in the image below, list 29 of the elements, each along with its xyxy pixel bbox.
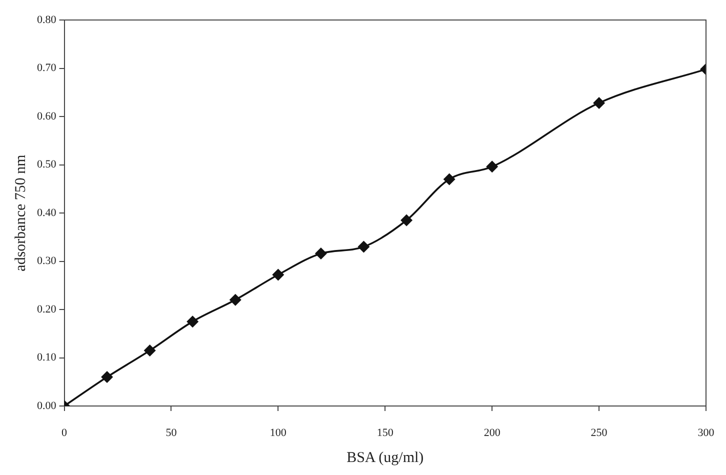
- point: [593, 96, 606, 109]
- point: [186, 316, 199, 328]
- y-tick-label: 0.20: [37, 303, 57, 316]
- point: [272, 268, 284, 281]
- point: [101, 371, 114, 384]
- x-tick-label: 150: [376, 426, 394, 439]
- y-tick-label: 0.00: [37, 400, 57, 412]
- x-tick-label: 200: [484, 426, 501, 439]
- point: [486, 160, 498, 173]
- x-tick-label: 50: [166, 426, 178, 439]
- point: [443, 173, 456, 186]
- y-tick-label: 0.70: [37, 62, 57, 74]
- y-tick-label: 0.80: [37, 14, 57, 26]
- x-tick-label: 0: [62, 426, 68, 439]
- x-tick-label: 250: [590, 426, 608, 439]
- y-axis-title: adsorbance 750 nm: [12, 154, 29, 272]
- y-tick-label: 0.30: [37, 255, 57, 268]
- point: [229, 294, 242, 306]
- x-tick-label: 100: [270, 426, 287, 439]
- y-tick-label: 0.10: [37, 352, 57, 364]
- y-tick-label: 0.50: [37, 158, 57, 171]
- point: [144, 344, 156, 357]
- x-axis-title: BSA (ug/ml): [346, 450, 424, 466]
- y-tick-label: 0.40: [37, 206, 57, 219]
- point: [358, 240, 370, 253]
- y-tick-label: 0.60: [37, 110, 57, 122]
- x-tick-label: 300: [698, 426, 715, 439]
- point: [400, 214, 413, 226]
- point: [314, 248, 327, 260]
